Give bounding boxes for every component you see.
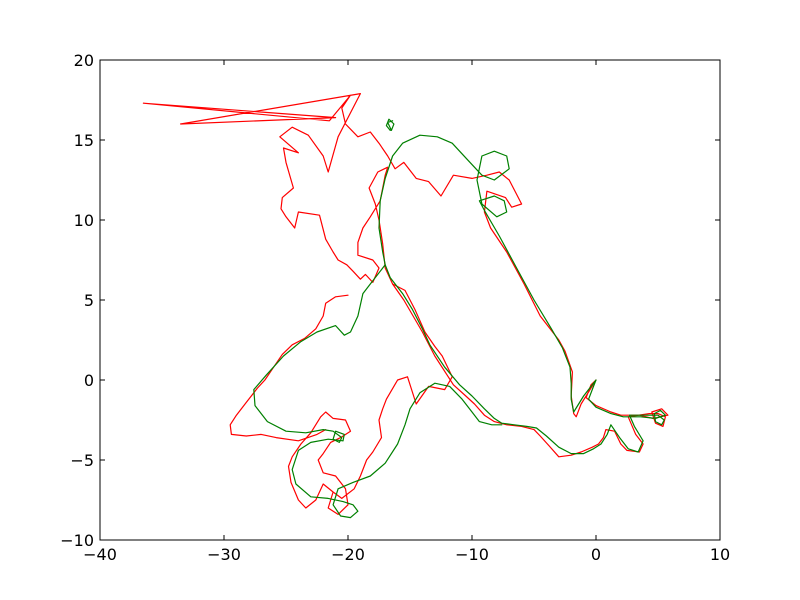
axis-ticks [99,59,721,541]
y-tick-label-0: −10 [60,531,94,550]
x-tick-label-3: −10 [455,545,489,564]
x-tick-label-0: −40 [83,545,117,564]
x-tick-label-2: −20 [331,545,365,564]
y-tick-label-1: −5 [70,451,94,470]
series-line-6 [385,118,395,131]
y-tick-label-2: 0 [84,371,94,390]
plot-area [142,92,669,519]
series-line-4 [253,264,386,443]
x-tick-label-4: 0 [591,545,601,564]
axis-tick-labels: −40 −30 −20 −10 0 10 −10 −5 0 5 10 15 20 [60,51,730,564]
series-line-3 [378,134,667,455]
series-line-1 [287,283,453,516]
series-line-0 [142,92,669,458]
series-line-5 [291,382,503,519]
y-tick-label-5: 15 [74,131,94,150]
x-tick-label-5: 10 [710,545,730,564]
y-tick-label-6: 20 [74,51,94,70]
y-tick-label-4: 10 [74,211,94,230]
series-line-2 [229,294,349,442]
x-tick-label-1: −30 [207,545,241,564]
y-tick-label-3: 5 [84,291,94,310]
